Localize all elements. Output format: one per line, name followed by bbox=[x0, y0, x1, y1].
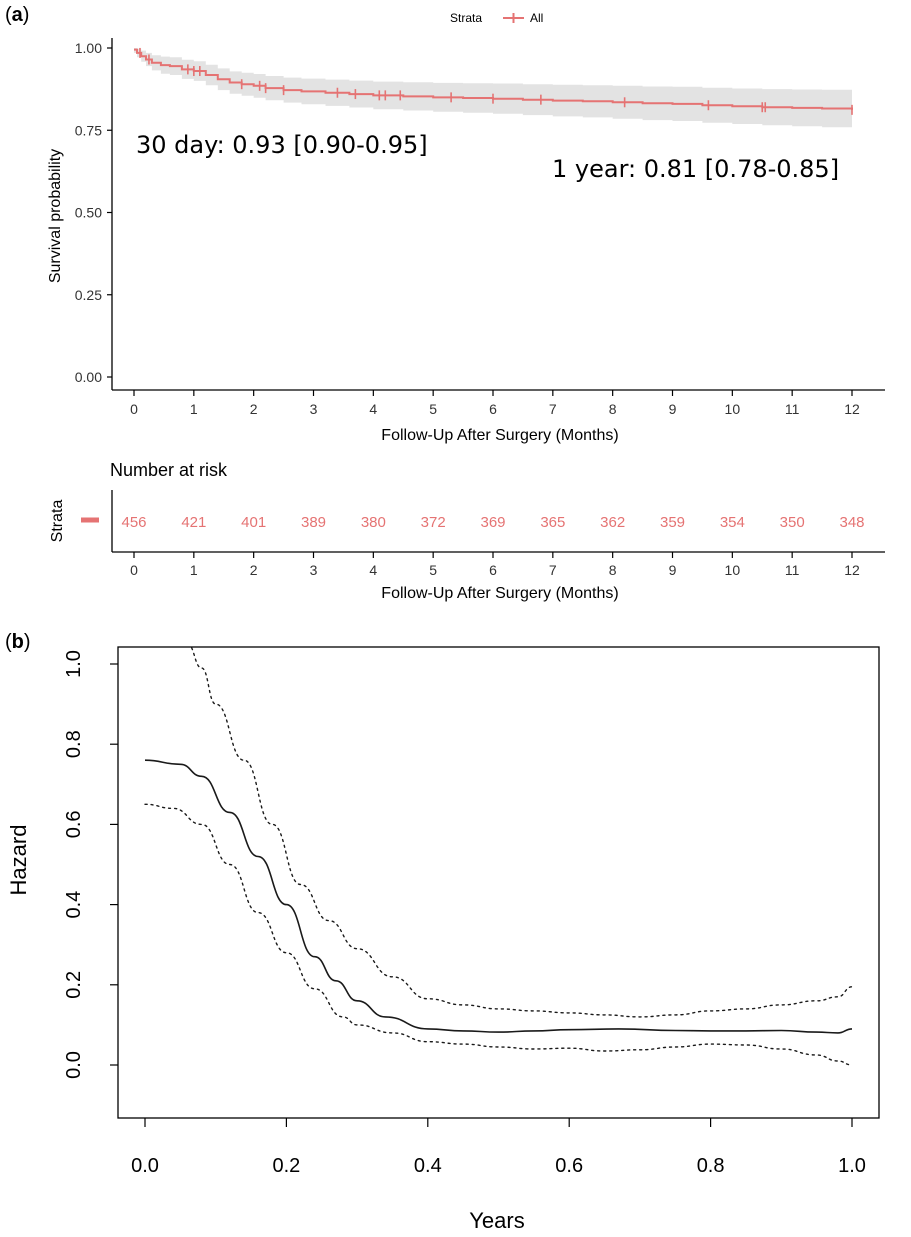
annotation-1-year: 1 year: 0.81 [0.78-0.85] bbox=[552, 155, 839, 183]
legend-a: Strata All bbox=[450, 11, 543, 25]
hazard-ci-line bbox=[144, 803, 853, 1066]
risk-x-ticks: 0 1 2 3 4 5 6 7 8 9 10 11 12 bbox=[130, 552, 860, 578]
legend-entry-all: All bbox=[530, 11, 543, 25]
x-tick-label: 8 bbox=[609, 401, 617, 417]
x-tick-label: 2 bbox=[250, 401, 258, 417]
risk-x-axis-label: Follow-Up After Surgery (Months) bbox=[381, 585, 618, 602]
survival-line bbox=[134, 48, 853, 110]
panel-b-label: (b) bbox=[5, 631, 31, 653]
y-tick-label-b: 1.0 bbox=[63, 650, 85, 678]
risk-x-tick-label: 3 bbox=[310, 562, 318, 578]
y-tick-label-b: 0.4 bbox=[63, 891, 85, 919]
x-ticks: 0 1 2 3 4 5 6 7 8 9 10 11 12 bbox=[130, 390, 860, 417]
x-tick-label-b: 0.2 bbox=[272, 1155, 300, 1177]
panel-a-letter: a bbox=[12, 4, 24, 26]
x-axis-label: Follow-Up After Surgery (Months) bbox=[381, 427, 618, 444]
risk-x-tick-label: 4 bbox=[369, 562, 377, 578]
panel-b: 0.0 0.2 0.4 0.6 0.8 1.0 0.0 0.2 0.4 0.6 0.8 1.0 Ha… bbox=[6, 646, 880, 1233]
hazard-estimate-line bbox=[144, 759, 853, 1034]
x-tick-label: 11 bbox=[785, 401, 800, 417]
x-tick-label-b: 0.6 bbox=[555, 1155, 583, 1177]
x-tick-label-b: 0.8 bbox=[697, 1155, 725, 1177]
risk-table: Number at risk Strata 456 421 401 389 380 372… bbox=[49, 460, 885, 602]
risk-table-title: Number at risk bbox=[110, 460, 228, 480]
risk-value: 421 bbox=[181, 514, 206, 531]
y-tick-label: 0.50 bbox=[75, 205, 102, 221]
y-ticks: 0.00 0.25 0.50 0.75 1.00 bbox=[75, 40, 112, 385]
hazard-ci-line bbox=[190, 647, 853, 1018]
y-tick-label: 0.75 bbox=[75, 122, 102, 138]
y-tick-label-b: 0.2 bbox=[63, 971, 85, 999]
survival-curve bbox=[134, 48, 853, 110]
panel-b-letter: b bbox=[12, 631, 24, 653]
risk-x-tick-label: 5 bbox=[429, 562, 437, 578]
risk-x-tick-label: 0 bbox=[130, 562, 138, 578]
y-axis-label: Survival probability bbox=[47, 149, 64, 283]
x-tick-label: 9 bbox=[669, 401, 677, 417]
y-axis-label-b: Hazard bbox=[6, 825, 31, 896]
x-tick-label-b: 0.4 bbox=[414, 1155, 442, 1177]
risk-x-tick-label: 8 bbox=[609, 562, 617, 578]
risk-x-tick-label: 2 bbox=[250, 562, 258, 578]
risk-x-tick-label: 6 bbox=[489, 562, 497, 578]
risk-value: 372 bbox=[421, 514, 446, 531]
y-ticks-b: 0.0 0.2 0.4 0.6 0.8 1.0 bbox=[63, 650, 118, 1079]
x-tick-label: 12 bbox=[844, 401, 860, 417]
x-tick-label: 1 bbox=[190, 401, 198, 417]
risk-value: 389 bbox=[301, 514, 326, 531]
risk-x-tick-label: 7 bbox=[549, 562, 557, 578]
x-tick-label: 10 bbox=[725, 401, 741, 417]
y-tick-label-b: 0.6 bbox=[63, 810, 85, 838]
x-tick-label: 5 bbox=[429, 401, 437, 417]
x-tick-label-b: 0.0 bbox=[131, 1155, 159, 1177]
y-tick-label: 1.00 bbox=[75, 40, 102, 56]
annotation-30-day: 30 day: 0.93 [0.90-0.95] bbox=[136, 131, 428, 159]
x-tick-label: 7 bbox=[549, 401, 557, 417]
risk-value: 369 bbox=[480, 514, 505, 531]
hazard-lines bbox=[144, 647, 853, 1066]
x-tick-label: 4 bbox=[369, 401, 377, 417]
x-tick-label-b: 1.0 bbox=[838, 1155, 866, 1177]
plot-frame-b bbox=[117, 646, 880, 1119]
x-axis-label-b: Years bbox=[469, 1208, 524, 1233]
risk-x-tick-label: 11 bbox=[785, 562, 800, 578]
risk-value: 401 bbox=[241, 514, 266, 531]
x-tick-label: 6 bbox=[489, 401, 497, 417]
panel-a-label: (a) bbox=[5, 4, 29, 26]
y-tick-label-b: 0.0 bbox=[63, 1051, 85, 1079]
risk-x-tick-label: 9 bbox=[669, 562, 677, 578]
risk-x-tick-label: 1 bbox=[190, 562, 198, 578]
legend-title: Strata bbox=[450, 11, 482, 25]
ci-band-area bbox=[134, 48, 852, 130]
risk-value: 380 bbox=[361, 514, 386, 531]
ci-band bbox=[134, 48, 852, 130]
censor-marks bbox=[139, 47, 853, 115]
y-tick-label: 0.25 bbox=[75, 287, 102, 303]
risk-value: 362 bbox=[600, 514, 625, 531]
risk-x-tick-label: 10 bbox=[725, 562, 741, 578]
risk-value: 456 bbox=[121, 514, 146, 531]
risk-table-row-label: Strata bbox=[49, 500, 66, 543]
x-ticks-b: 0.0 0.2 0.4 0.6 0.8 1.0 bbox=[131, 1118, 866, 1177]
y-tick-label-b: 0.8 bbox=[63, 730, 85, 758]
risk-value: 359 bbox=[660, 514, 685, 531]
x-tick-label: 0 bbox=[130, 401, 138, 417]
risk-value: 350 bbox=[780, 514, 805, 531]
risk-values: 456 421 401 389 380 372 369 365 362 359 354 350 348 bbox=[121, 514, 864, 531]
x-tick-label: 3 bbox=[310, 401, 318, 417]
risk-value: 354 bbox=[720, 514, 745, 531]
y-tick-label: 0.00 bbox=[75, 369, 102, 385]
risk-value: 365 bbox=[540, 514, 565, 531]
risk-x-tick-label: 12 bbox=[844, 562, 860, 578]
risk-value: 348 bbox=[839, 514, 864, 531]
